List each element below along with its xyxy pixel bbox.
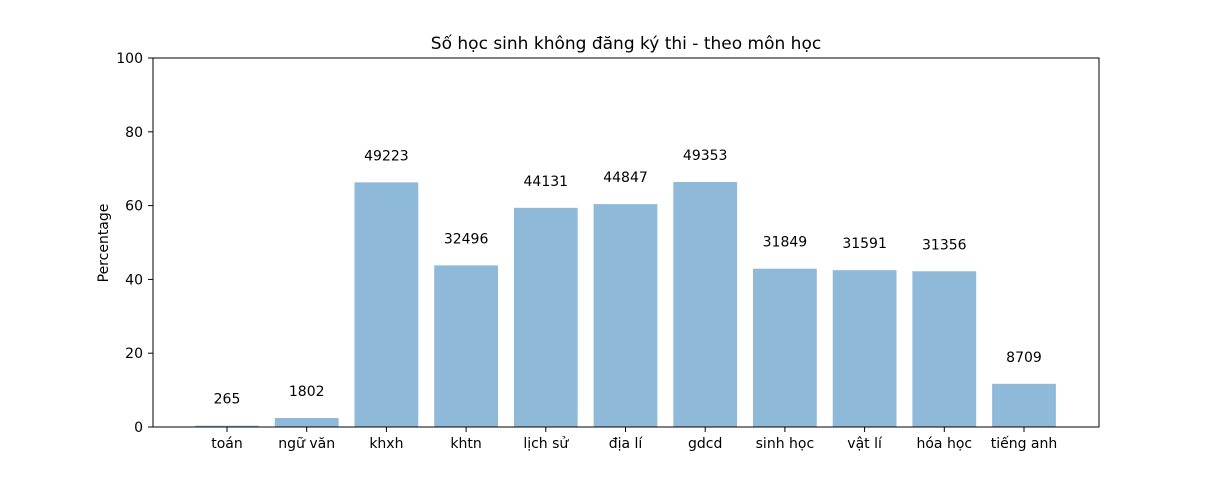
data-label-3: 32496 bbox=[444, 231, 489, 247]
x-tick-label-1: ngữ văn bbox=[278, 436, 335, 452]
bar-1 bbox=[274, 418, 339, 427]
y-tick-label-2: 40 bbox=[125, 272, 143, 288]
data-label-5: 44847 bbox=[603, 170, 648, 186]
y-tick-label-3: 60 bbox=[125, 199, 143, 215]
data-label-10: 8709 bbox=[1006, 350, 1042, 366]
data-label-7: 31849 bbox=[763, 235, 808, 251]
data-label-9: 31356 bbox=[922, 237, 967, 253]
x-ticks-group: toán ngữ văn khxh khtn lịch sử địa lí gdcd sinh… bbox=[211, 427, 1057, 452]
x-tick-label-0: toán bbox=[211, 436, 243, 452]
data-label-2: 49223 bbox=[364, 148, 409, 164]
x-tick-label-5: địa lí bbox=[609, 436, 644, 452]
data-label-4: 44131 bbox=[524, 174, 569, 190]
y-tick-label-0: 0 bbox=[134, 420, 143, 436]
bar-2 bbox=[354, 182, 419, 427]
x-tick-label-3: khtn bbox=[450, 436, 481, 452]
bar-4 bbox=[513, 207, 578, 427]
y-ticks-group: 0 20 40 60 80 100 bbox=[116, 51, 153, 436]
bar-10 bbox=[992, 383, 1056, 427]
x-tick-label-2: khxh bbox=[369, 436, 403, 452]
x-tick-label-9: hóa học bbox=[916, 436, 972, 452]
plot-frame bbox=[152, 57, 1100, 428]
x-tick-label-4: lịch sử bbox=[523, 436, 569, 452]
x-tick-label-8: vật lí bbox=[847, 436, 883, 452]
y-tick-label-4: 80 bbox=[125, 125, 143, 141]
data-label-6: 49353 bbox=[683, 148, 728, 164]
data-label-0: 265 bbox=[214, 392, 241, 408]
y-tick-label-1: 20 bbox=[125, 346, 143, 362]
bar-7 bbox=[753, 268, 817, 427]
y-axis-label: Percentage bbox=[96, 204, 112, 283]
bar-9 bbox=[912, 271, 977, 427]
bar-6 bbox=[673, 181, 738, 427]
x-tick-label-7: sinh học bbox=[756, 436, 815, 452]
chart-title: Số học sinh không đăng ký thi - theo môn… bbox=[431, 33, 821, 54]
data-label-8: 31591 bbox=[842, 236, 887, 252]
bar-3 bbox=[434, 265, 498, 427]
bar-5 bbox=[593, 204, 658, 427]
x-tick-label-6: gdcd bbox=[688, 436, 722, 452]
bar-8 bbox=[832, 270, 897, 427]
y-tick-label-5: 100 bbox=[116, 51, 143, 67]
x-tick-label-10: tiếng anh bbox=[991, 435, 1058, 452]
bars-group: 265 1802 49223 32496 44131 44847 49353 31849 315… bbox=[195, 148, 1056, 427]
bar-0 bbox=[195, 425, 259, 427]
data-label-1: 1802 bbox=[289, 384, 325, 400]
